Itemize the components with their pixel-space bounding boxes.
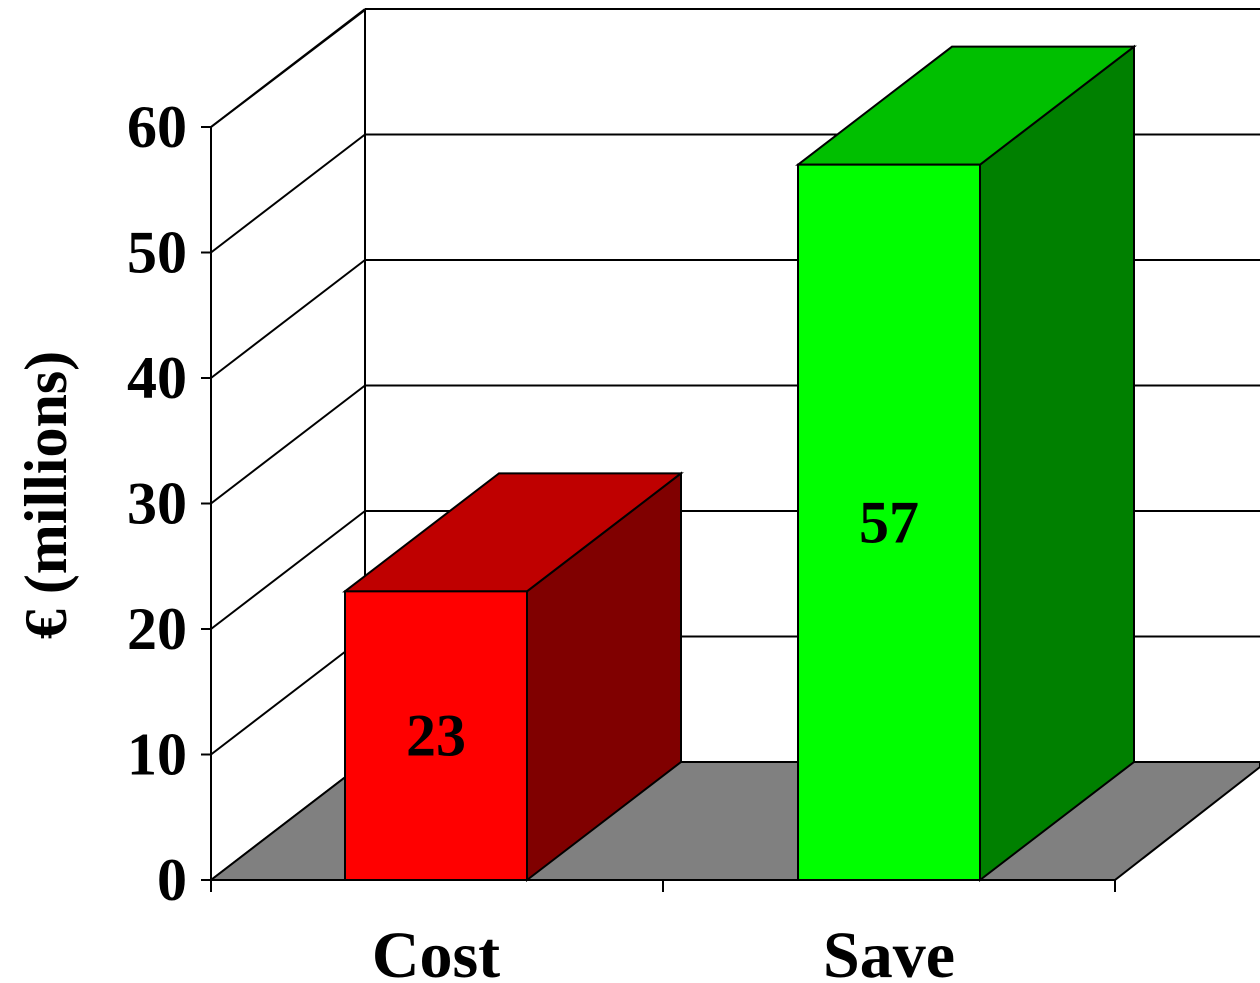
bar-side xyxy=(979,44,1135,883)
data-label-cost: 23 xyxy=(406,703,466,769)
y-tick-label: 40 xyxy=(127,345,187,411)
bars xyxy=(342,44,1137,883)
gridline-side xyxy=(210,510,366,630)
y-tick-label: 0 xyxy=(157,847,187,913)
bar-front xyxy=(797,163,981,881)
gridline-side xyxy=(210,133,366,254)
y-tick-label: 10 xyxy=(127,722,187,788)
y-tick-label: 20 xyxy=(127,596,187,662)
bar-front xyxy=(344,590,528,881)
y-tick-label: 50 xyxy=(127,220,187,286)
side-wall-top xyxy=(210,9,366,128)
gridline-side xyxy=(210,259,366,379)
gridline-side xyxy=(210,635,366,756)
y-tick-label: 30 xyxy=(127,471,187,537)
data-label-save: 57 xyxy=(859,489,919,555)
gridline-side xyxy=(210,384,366,505)
bar-cost xyxy=(342,471,684,883)
y-tick-label: 60 xyxy=(127,94,187,160)
y-axis-title: € (millions) xyxy=(13,351,79,639)
x-category-label-cost: Cost xyxy=(372,919,500,983)
labels: 0 10 20 30 40 50 60 23 Cost 57 Save xyxy=(127,94,955,983)
x-category-label-save: Save xyxy=(823,919,955,983)
bar-save xyxy=(795,44,1137,883)
